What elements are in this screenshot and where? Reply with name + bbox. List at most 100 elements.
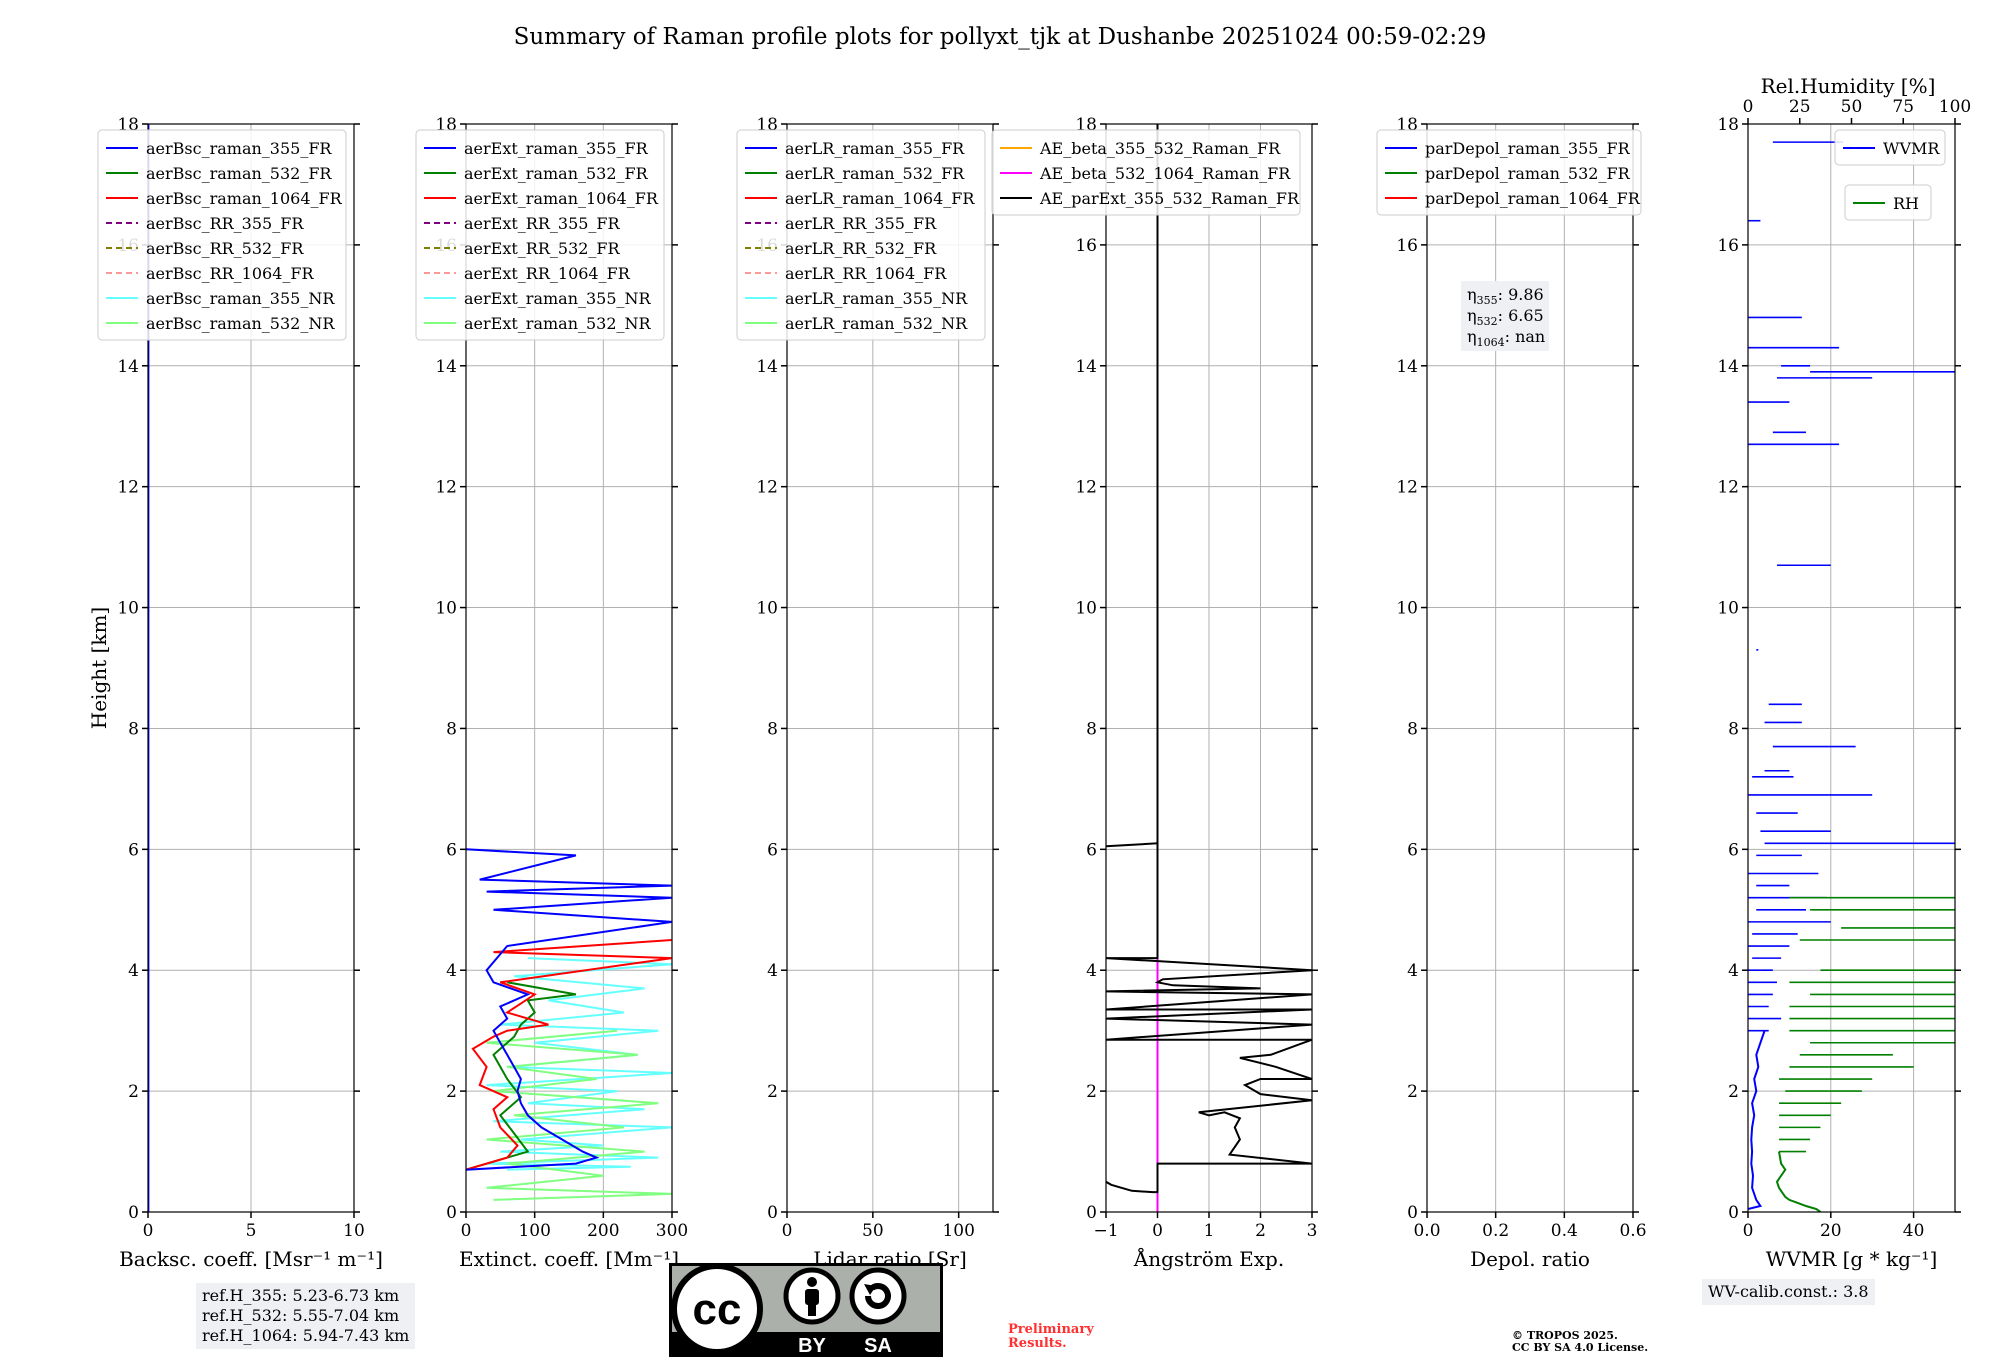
eta-symbol: η [1467, 306, 1477, 325]
legend-frame [991, 129, 1301, 216]
legend-entry: aerLR_raman_355_FR [785, 139, 965, 158]
axes-frame [1426, 123, 1634, 1213]
eta-subscript: 1064 [1477, 336, 1505, 349]
y-tick-label: 0 [446, 1203, 457, 1223]
legend-frame [415, 129, 665, 341]
ref-height-532: ref.H_532: 5.55-7.04 km [202, 1306, 400, 1325]
legend: RH [1844, 184, 1932, 221]
series-group [1106, 124, 1312, 1212]
series-line-aerExt_raman_532_NR [486, 1029, 672, 1201]
legend-entry: RH [1893, 194, 1919, 213]
legend-frame [97, 129, 347, 341]
legend: aerExt_raman_355_FR aerExt_raman_532_FRae… [415, 129, 665, 341]
legend-entry: aerExt_RR_532_FR [464, 239, 621, 258]
x-tick-label: −1 [1093, 1221, 1118, 1241]
y-tick-label: 2 [128, 1082, 139, 1102]
y-tick-label: 8 [1407, 719, 1418, 739]
legend-entry: parDepol_raman_532_FR [1425, 164, 1631, 183]
x-axis-label: Ångström Exp. [1133, 1246, 1284, 1271]
legend-entry: aerLR_RR_1064_FR [785, 264, 947, 283]
legend: parDepol_raman_355_FR parDepol_raman_532_… [1376, 129, 1642, 216]
y-tick-label: 0 [1086, 1203, 1097, 1223]
y-tick-label: 16 [1075, 236, 1097, 256]
y-tick-label: 12 [756, 478, 778, 498]
legend-entry: parDepol_raman_355_FR [1425, 139, 1631, 158]
series-line-aerExt_raman_355_FR [466, 848, 672, 1171]
x-tick-label: 50 [862, 1221, 884, 1241]
y-tick-label: 6 [1728, 840, 1739, 860]
y-tick-label: 4 [1407, 961, 1418, 981]
cc-mark: cc [693, 1285, 742, 1334]
x-tick-label: 100 [518, 1221, 550, 1241]
y-tick-label: 8 [1728, 719, 1739, 739]
eta-value: : nan [1505, 327, 1546, 346]
y-tick-label: 2 [1728, 1082, 1739, 1102]
y-tick-label: 10 [1396, 599, 1418, 619]
eta-annotation-box [1461, 281, 1549, 351]
attribution-person-icon [783, 1267, 841, 1325]
legend-frame [1834, 129, 1946, 166]
legend-entry: WVMR [1883, 139, 1940, 158]
top-x-tick-label: 100 [1939, 97, 1971, 117]
x-tick-label: 1 [1204, 1221, 1215, 1241]
legend-entry: aerExt_raman_532_NR [464, 314, 652, 333]
legend-entry: aerBsc_raman_532_FR [146, 164, 332, 183]
y-tick-label: 6 [767, 840, 778, 860]
ref-height-355: ref.H_355: 5.23-6.73 km [202, 1286, 400, 1305]
legend: aerBsc_raman_355_FR aerBsc_raman_532_FRae… [97, 129, 347, 341]
panel-bsc: 0246810121416180510Backsc. coeff. [Msr⁻¹… [87, 115, 383, 1271]
y-tick-label: 0 [1407, 1203, 1418, 1223]
axes-frame [786, 123, 994, 1213]
x-tick-label: 40 [1903, 1221, 1925, 1241]
legend-entry: aerExt_raman_1064_FR [464, 189, 659, 208]
axes-frame [465, 123, 673, 1213]
x-axis-label: Backsc. coeff. [Msr⁻¹ m⁻¹] [119, 1247, 383, 1271]
y-tick-label: 6 [128, 840, 139, 860]
top-x-tick-label: 75 [1892, 97, 1914, 117]
series-line-RH [1775, 1151, 1822, 1212]
cc-by-label: BY [798, 1335, 826, 1357]
y-tick-label: 8 [128, 719, 139, 739]
x-tick-label: 0.0 [1413, 1221, 1440, 1241]
y-tick-label: 12 [1717, 478, 1739, 498]
y-tick-label: 18 [1717, 115, 1739, 135]
series-line-AE_parExt_355_532_Raman_FR [1106, 842, 1312, 1194]
x-tick-label: 0 [782, 1221, 793, 1241]
series-line-aerExt_raman_532_FR [466, 981, 577, 1171]
y-tick-label: 2 [446, 1082, 457, 1102]
x-tick-label: 300 [656, 1221, 688, 1241]
x-tick-label: 200 [587, 1221, 619, 1241]
top-x-tick-label: 50 [1841, 97, 1863, 117]
share-alike-icon [849, 1267, 907, 1325]
axes-frame [1747, 123, 1956, 1213]
eta-line: η1064: nan [1467, 327, 1545, 349]
y-tick-label: 14 [1717, 357, 1739, 377]
copyright-line-1: © TROPOS 2025. [1512, 1329, 1618, 1342]
y-tick-label: 14 [117, 357, 139, 377]
cc-by-sa-logo: cc BY SA [669, 1263, 943, 1357]
y-tick-label: 16 [1396, 236, 1418, 256]
x-tick-label: 100 [942, 1221, 974, 1241]
x-tick-label: 0 [143, 1221, 154, 1241]
y-tick-label: 10 [756, 599, 778, 619]
legend-entry: aerBsc_RR_355_FR [146, 214, 304, 233]
y-tick-label: 6 [1407, 840, 1418, 860]
legend-entry: AE_beta_355_532_Raman_FR [1039, 139, 1281, 158]
legend-entry: aerLR_RR_355_FR [785, 214, 937, 233]
eta-value: : 9.86 [1498, 285, 1544, 304]
legend-entry: parDepol_raman_1064_FR [1425, 189, 1641, 208]
y-tick-label: 14 [1075, 357, 1097, 377]
x-tick-label: 0.6 [1619, 1221, 1646, 1241]
legend-frame [736, 129, 986, 341]
panel-lr: 024681012141618050100Lidar ratio [Sr]aer… [736, 115, 999, 1271]
copyright-note: © TROPOS 2025. CC BY SA 4.0 License. [1512, 1330, 1648, 1354]
cc-sa-label: SA [864, 1335, 892, 1357]
preliminary-results-note: Preliminary Results. [1008, 1323, 1094, 1351]
y-tick-label: 6 [446, 840, 457, 860]
